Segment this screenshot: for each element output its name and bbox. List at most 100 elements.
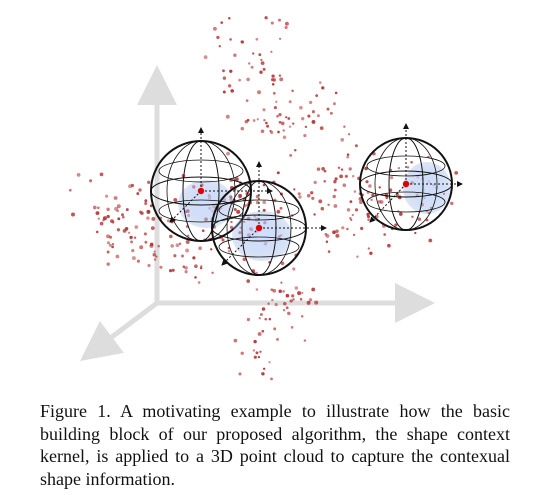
cloud-point xyxy=(240,126,245,131)
cloud-point xyxy=(99,172,104,177)
cloud-point xyxy=(155,255,158,258)
cloud-point xyxy=(346,227,349,231)
cloud-point xyxy=(346,155,350,159)
cloud-point xyxy=(303,134,307,138)
cloud-point xyxy=(111,221,115,224)
cloud-point xyxy=(256,118,259,121)
cloud-point xyxy=(332,230,336,235)
cloud-point xyxy=(106,250,110,254)
cloud-point xyxy=(95,230,99,234)
cloud-point xyxy=(377,200,382,204)
cloud-point xyxy=(277,130,280,134)
cloud-point xyxy=(181,254,184,258)
cloud-point xyxy=(282,290,285,293)
cloud-point xyxy=(252,349,256,352)
cloud-point xyxy=(270,78,274,82)
cloud-point xyxy=(139,245,144,250)
cloud-point xyxy=(266,124,270,128)
cloud-point xyxy=(253,355,257,359)
cloud-point xyxy=(313,213,316,216)
cloud-point xyxy=(282,129,285,132)
cloud-point xyxy=(385,196,389,199)
cloud-point xyxy=(284,21,289,26)
cloud-point xyxy=(261,372,265,376)
cloud-point xyxy=(276,337,279,341)
cloud-point xyxy=(226,151,230,156)
cloud-point xyxy=(149,243,154,248)
cloud-point xyxy=(116,209,120,213)
cloud-point xyxy=(168,269,173,273)
axis-y xyxy=(80,300,160,362)
cloud-point xyxy=(343,125,346,128)
cloud-point xyxy=(271,74,275,78)
cloud-point xyxy=(268,360,271,364)
cloud-point xyxy=(299,297,303,301)
cloud-point xyxy=(333,188,337,192)
cloud-point xyxy=(130,240,134,244)
cloud-point xyxy=(238,195,242,199)
cloud-point xyxy=(325,234,330,238)
cloud-point xyxy=(311,196,315,200)
cloud-point xyxy=(389,175,394,180)
cloud-point xyxy=(92,205,97,210)
cloud-point xyxy=(210,248,213,251)
shape-context-kernel-sphere-right xyxy=(359,123,463,231)
cloud-point xyxy=(194,276,197,279)
cloud-point xyxy=(339,174,344,179)
cloud-point xyxy=(394,223,398,227)
cloud-point xyxy=(341,226,345,230)
cloud-point xyxy=(255,37,259,41)
cloud-point xyxy=(203,55,208,60)
cloud-point xyxy=(334,177,338,181)
cloud-point xyxy=(144,201,148,206)
cloud-point xyxy=(349,216,352,220)
cloud-point xyxy=(229,38,232,41)
cloud-point xyxy=(378,186,381,189)
cloud-point xyxy=(297,192,301,196)
cloud-point xyxy=(288,100,292,104)
cloud-point xyxy=(348,167,352,171)
cloud-point xyxy=(222,69,225,73)
cloud-point xyxy=(285,116,288,119)
cloud-point xyxy=(173,254,177,258)
cloud-point xyxy=(278,37,282,40)
cloud-point xyxy=(356,255,359,259)
cloud-point xyxy=(238,372,242,376)
cloud-point xyxy=(233,338,238,343)
cloud-point xyxy=(293,188,296,191)
cloud-point xyxy=(257,90,261,95)
cloud-point xyxy=(153,250,156,253)
cloud-point xyxy=(144,240,148,244)
cloud-point xyxy=(332,194,336,199)
cloud-point xyxy=(350,218,353,221)
cloud-point xyxy=(109,235,113,239)
cloud-point xyxy=(262,367,266,370)
cloud-point xyxy=(143,232,147,236)
cloud-point xyxy=(297,291,302,296)
cloud-point xyxy=(229,69,233,73)
cloud-point xyxy=(307,114,311,118)
cloud-point xyxy=(236,209,241,214)
cloud-point xyxy=(327,250,331,253)
cloud-point xyxy=(294,286,299,290)
cloud-point xyxy=(257,355,261,359)
cloud-point xyxy=(278,74,282,77)
cloud-point xyxy=(131,256,136,261)
cloud-point xyxy=(173,197,178,202)
cloud-point xyxy=(279,77,284,82)
cloud-point xyxy=(279,206,283,210)
cloud-point xyxy=(108,243,112,247)
cloud-point xyxy=(311,119,316,124)
cloud-point xyxy=(168,234,173,239)
cloud-point xyxy=(240,351,244,355)
cloud-point xyxy=(69,188,72,192)
cloud-point xyxy=(308,298,313,302)
cloud-point xyxy=(170,244,174,248)
cloud-point xyxy=(292,122,295,125)
cloud-point xyxy=(124,226,129,231)
cloud-point xyxy=(222,76,227,80)
cloud-point xyxy=(185,248,190,253)
cloud-point xyxy=(184,266,188,270)
cloud-point xyxy=(311,110,315,114)
cloud-point xyxy=(276,171,280,175)
